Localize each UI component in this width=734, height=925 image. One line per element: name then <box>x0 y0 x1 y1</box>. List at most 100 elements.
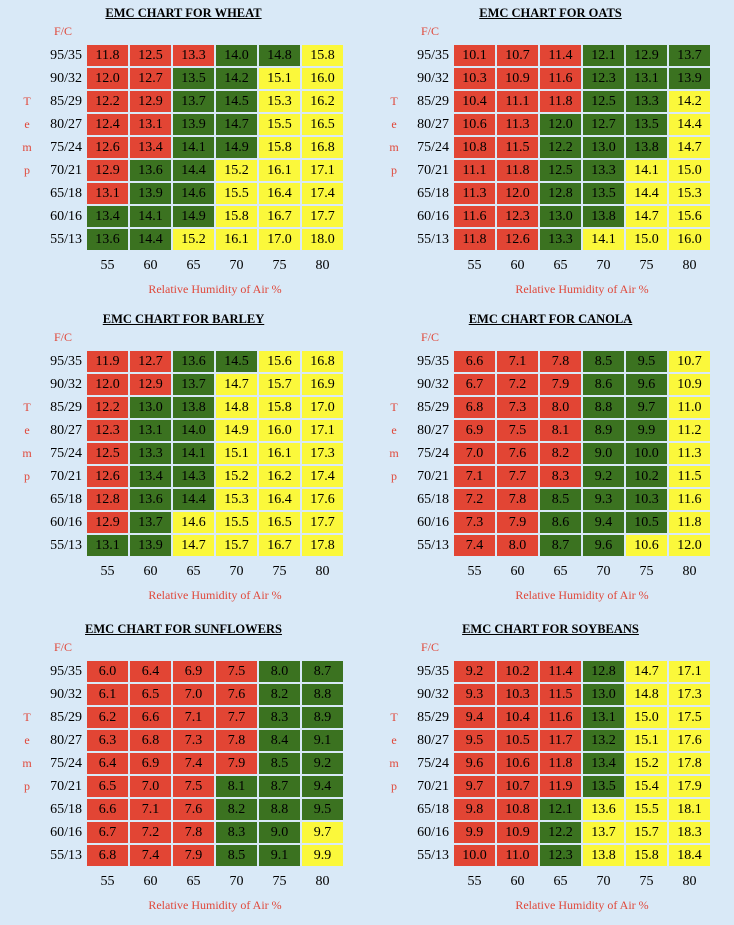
row-label: 90/32 <box>417 377 449 392</box>
heatmap-cell: 7.4 <box>130 845 171 866</box>
heatmap-cell: 7.8 <box>497 489 538 510</box>
heatmap-cell: 11.0 <box>497 845 538 866</box>
heatmap-cell: 8.3 <box>540 466 581 487</box>
column-label: 80 <box>315 564 330 579</box>
heatmap-cell: 16.5 <box>302 114 343 135</box>
heatmap-cell: 7.1 <box>130 799 171 820</box>
heatmap-cell: 8.5 <box>216 845 257 866</box>
heatmap-cell: 8.7 <box>259 776 300 797</box>
heatmap-cell: 15.0 <box>669 160 710 181</box>
heatmap-cell: 14.7 <box>216 114 257 135</box>
heatmap-cell: 12.5 <box>583 91 624 112</box>
heatmap-cell: 14.4 <box>669 114 710 135</box>
heatmap-cell: 14.0 <box>173 420 214 441</box>
heatmap-cell: 9.4 <box>454 707 495 728</box>
chart-title: EMC CHART FOR BARLEY <box>102 312 265 326</box>
heatmap-cell: 12.8 <box>87 489 128 510</box>
heatmap-cell: 16.0 <box>669 229 710 250</box>
heatmap-cell: 7.3 <box>497 397 538 418</box>
heatmap-cell: 10.0 <box>454 845 495 866</box>
heatmap-cell: 13.9 <box>130 535 171 556</box>
heatmap-cell: 17.1 <box>302 420 343 441</box>
heatmap-cell: 8.6 <box>583 374 624 395</box>
heatmap-cell: 9.7 <box>626 397 667 418</box>
heatmap-cell: 15.1 <box>626 730 667 751</box>
heatmap-cell: 13.9 <box>130 183 171 204</box>
heatmap-cell: 13.0 <box>583 137 624 158</box>
x-axis-label: Relative Humidity of Air % <box>515 588 649 602</box>
row-label: 85/29 <box>50 710 82 725</box>
heatmap-cell: 17.0 <box>259 229 300 250</box>
heatmap-cell: 13.8 <box>583 845 624 866</box>
row-label: 65/18 <box>50 492 82 507</box>
column-label: 65 <box>553 874 568 889</box>
heatmap-cell: 9.2 <box>454 661 495 682</box>
heatmap-cell: 11.5 <box>669 466 710 487</box>
heatmap-cell: 13.3 <box>173 45 214 66</box>
row-label: 55/13 <box>417 848 449 863</box>
row-label: 60/16 <box>417 515 449 530</box>
column-label: 75 <box>639 258 654 273</box>
heatmap-cell: 11.0 <box>669 397 710 418</box>
heatmap-cell: 15.2 <box>216 160 257 181</box>
heatmap-cell: 6.9 <box>173 661 214 682</box>
heatmap-cell: 13.5 <box>626 114 667 135</box>
row-label: 55/13 <box>417 232 449 247</box>
y-axis-label-letter: e <box>391 423 397 437</box>
heatmap-cell: 12.5 <box>130 45 171 66</box>
heatmap-cell: 6.7 <box>454 374 495 395</box>
heatmap-cell: 8.3 <box>216 822 257 843</box>
heatmap-cell: 10.1 <box>454 45 495 66</box>
heatmap-cell: 13.1 <box>130 420 171 441</box>
heatmap-cell: 10.5 <box>626 512 667 533</box>
heatmap-cell: 11.3 <box>454 183 495 204</box>
row-label: 55/13 <box>417 538 449 553</box>
heatmap-cell: 10.6 <box>497 753 538 774</box>
heatmap-cell: 12.2 <box>540 137 581 158</box>
column-label: 80 <box>682 874 697 889</box>
heatmap-cell: 14.9 <box>216 420 257 441</box>
heatmap-cell: 14.4 <box>130 229 171 250</box>
heatmap-cell: 11.7 <box>540 730 581 751</box>
row-label: 85/29 <box>417 400 449 415</box>
heatmap-cell: 12.7 <box>130 351 171 372</box>
heatmap-cell: 9.3 <box>583 489 624 510</box>
heatmap-cell: 15.2 <box>626 753 667 774</box>
row-label: 90/32 <box>50 687 82 702</box>
heatmap-cell: 11.3 <box>669 443 710 464</box>
row-label: 65/18 <box>417 186 449 201</box>
heatmap-cell: 15.8 <box>626 845 667 866</box>
heatmap-cell: 17.8 <box>302 535 343 556</box>
heatmap-cell: 14.1 <box>583 229 624 250</box>
heatmap-cell: 10.6 <box>454 114 495 135</box>
column-label: 70 <box>596 258 611 273</box>
chart-title: EMC CHART FOR CANOLA <box>468 312 633 326</box>
y-axis-label-letter: T <box>23 94 31 108</box>
row-label: 85/29 <box>417 94 449 109</box>
column-label: 75 <box>272 874 287 889</box>
column-label: 80 <box>315 874 330 889</box>
heatmap-cell: 10.9 <box>497 822 538 843</box>
heatmap-cell: 15.1 <box>216 443 257 464</box>
heatmap-cell: 8.2 <box>216 799 257 820</box>
heatmap-cell: 17.6 <box>302 489 343 510</box>
heatmap-cell: 13.4 <box>583 753 624 774</box>
heatmap-cell: 14.6 <box>173 512 214 533</box>
column-label: 55 <box>467 874 482 889</box>
heatmap-cell: 17.4 <box>302 183 343 204</box>
heatmap-cell: 6.5 <box>87 776 128 797</box>
heatmap-cell: 12.3 <box>87 420 128 441</box>
column-label: 75 <box>272 564 287 579</box>
heatmap-cell: 13.8 <box>173 397 214 418</box>
heatmap-cell: 11.8 <box>454 229 495 250</box>
heatmap-cell: 8.2 <box>540 443 581 464</box>
heatmap-cell: 16.4 <box>259 183 300 204</box>
heatmap-cell: 11.8 <box>540 91 581 112</box>
column-label: 65 <box>186 564 201 579</box>
heatmap-cell: 14.6 <box>173 183 214 204</box>
heatmap-cell: 15.2 <box>173 229 214 250</box>
heatmap-cell: 9.4 <box>583 512 624 533</box>
heatmap-cell: 8.9 <box>302 707 343 728</box>
heatmap-cell: 12.8 <box>540 183 581 204</box>
